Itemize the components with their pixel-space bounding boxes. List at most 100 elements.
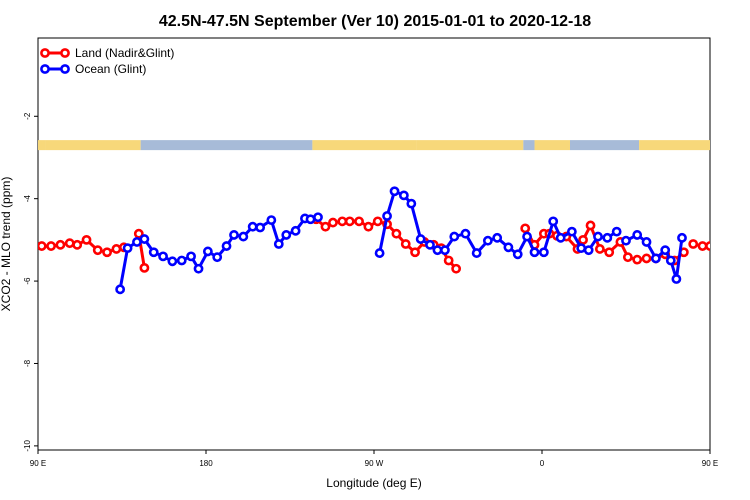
series-1-point-0-4 (148, 247, 159, 258)
series-1-point-3-3 (650, 253, 661, 264)
series-0-point-3-14 (641, 253, 652, 264)
series-0-point-2-3 (337, 216, 348, 227)
series-1-point-2-10 (538, 247, 549, 258)
series-1-point-0-3 (139, 234, 150, 244)
x-axis-label: Longitude (deg E) (326, 476, 421, 490)
plot-area (37, 37, 750, 451)
series-1-point-3-2 (641, 237, 652, 247)
legend-marker-left-0 (40, 48, 50, 58)
series-0-point-4-6 (744, 241, 750, 248)
y-axis: -2 -4 -6 -8 -10 (23, 112, 38, 452)
land-ocean-strip (38, 140, 710, 151)
series-1-point-0-5 (158, 251, 168, 262)
series-1-point-1-0 (374, 248, 385, 258)
y-tick-label-0: -2 (23, 112, 32, 120)
series-1-point-0-17 (266, 215, 277, 226)
y-tick-label-3: -8 (23, 359, 32, 367)
series-1-point-1-7 (432, 245, 443, 256)
series-1-point-0-13 (229, 230, 239, 240)
series-1-point-0-1 (122, 243, 133, 254)
series-1-point-2-4 (482, 235, 493, 246)
strip-land-0 (38, 140, 46, 151)
series-1-point-3-4 (660, 245, 671, 256)
series-1-point-2-18 (611, 226, 622, 237)
series-0-point-2-1 (320, 221, 331, 232)
series-1-point-0-11 (212, 252, 223, 263)
series-0-point-0-7 (102, 247, 112, 258)
series-1-point-2-14 (576, 243, 587, 254)
series-1-point-2-15 (583, 245, 594, 256)
series-1-point-0-12 (221, 241, 232, 251)
x-tick-label-3: 0 (540, 459, 545, 468)
series-1-point-3-5 (665, 255, 676, 266)
series-1-point-0-2 (132, 237, 142, 247)
series-0-point-4-4 (725, 241, 732, 248)
strip-ocean-7 (570, 140, 640, 151)
x-tick-label-0: 90 E (30, 459, 46, 468)
series-0-point-2-4 (344, 216, 355, 227)
series-1-point-0-10 (202, 246, 213, 257)
series-0-point-2-6 (363, 221, 374, 232)
strip-ocean-5 (523, 140, 535, 151)
series-1-point-2-8 (522, 231, 532, 242)
series-1-point-3-0 (621, 235, 631, 246)
series-0-point-2-2 (328, 217, 338, 228)
legend-label-1: Ocean (Glint) (75, 62, 146, 76)
series-0-point-1-1 (139, 262, 150, 273)
y-axis-label: XCO2 - MLO trend (ppm) (0, 177, 13, 312)
series-0-point-4-2 (705, 241, 710, 251)
x-tick-label-2: 90 W (365, 459, 384, 468)
strip-land-1 (45, 140, 141, 151)
x-tick-label-4: 90 E (702, 459, 718, 468)
series-0-point-4-0 (688, 239, 699, 249)
series-0-point-3-13 (632, 254, 643, 265)
series-0-point-0-2 (55, 239, 66, 250)
series-1-point-2-1 (449, 231, 460, 242)
series-0-point-2-10 (400, 239, 411, 249)
y-tick-label-4: -10 (23, 440, 32, 452)
series-0-point-3-12 (622, 252, 633, 263)
series-0-point-0-8 (111, 244, 122, 254)
series-1-point-1-1 (382, 211, 392, 221)
series-1-point-3-7 (677, 232, 687, 243)
series-0-point-3-8 (585, 220, 596, 231)
series-1-point-1-4 (406, 198, 417, 209)
series-1-point-1-5 (415, 234, 426, 244)
chart-title: 42.5N-47.5N September (Ver 10) 2015-01-0… (159, 13, 591, 30)
series-0-point-3-9 (594, 244, 605, 254)
series-1-point-0-23 (313, 212, 323, 223)
series-0-point-2-9 (391, 228, 402, 239)
series-1-point-2-3 (471, 248, 482, 258)
series-0-point-0-0 (38, 241, 47, 251)
series-1-point-1-2 (389, 186, 400, 197)
series-1-point-2-9 (529, 247, 540, 258)
legend-marker-left-1 (40, 64, 50, 74)
series-0-point-4-1 (697, 241, 708, 251)
series-1-point-2-17 (602, 232, 613, 243)
series-0-point-1-0 (133, 228, 144, 239)
series-0-point-3-0 (520, 223, 531, 234)
series-1-point-2-7 (512, 249, 523, 260)
series-1-point-2-0 (440, 245, 450, 256)
series-0-point-2-7 (372, 216, 383, 227)
legend: Land (Nadir&Glint) Ocean (Glint) (40, 46, 174, 76)
series-0-point-4-5 (734, 240, 741, 247)
series-0-point-0-3 (64, 238, 75, 249)
series-layer (38, 186, 750, 295)
series-1-point-0-20 (290, 225, 301, 236)
x-axis: 90 E 180 90 W 0 90 E (30, 450, 718, 468)
series-0-point-2-15 (443, 255, 454, 266)
series-1-point-0-6 (167, 256, 178, 267)
series-0-point-3-7 (578, 234, 588, 245)
legend-marker-right-0 (60, 48, 70, 58)
strip-land-8 (639, 140, 710, 151)
strip-land-6 (534, 140, 570, 151)
series-1-point-2-2 (460, 228, 471, 239)
series-1-point-2-12 (555, 232, 566, 243)
series-1-point-2-11 (548, 216, 559, 227)
series-0-point-3-10 (604, 247, 615, 258)
series-1-point-3-1 (632, 230, 643, 240)
series-1-point-0-19 (281, 230, 292, 240)
y-tick-label-2: -6 (23, 277, 32, 285)
series-1-point-0-14 (238, 231, 249, 242)
